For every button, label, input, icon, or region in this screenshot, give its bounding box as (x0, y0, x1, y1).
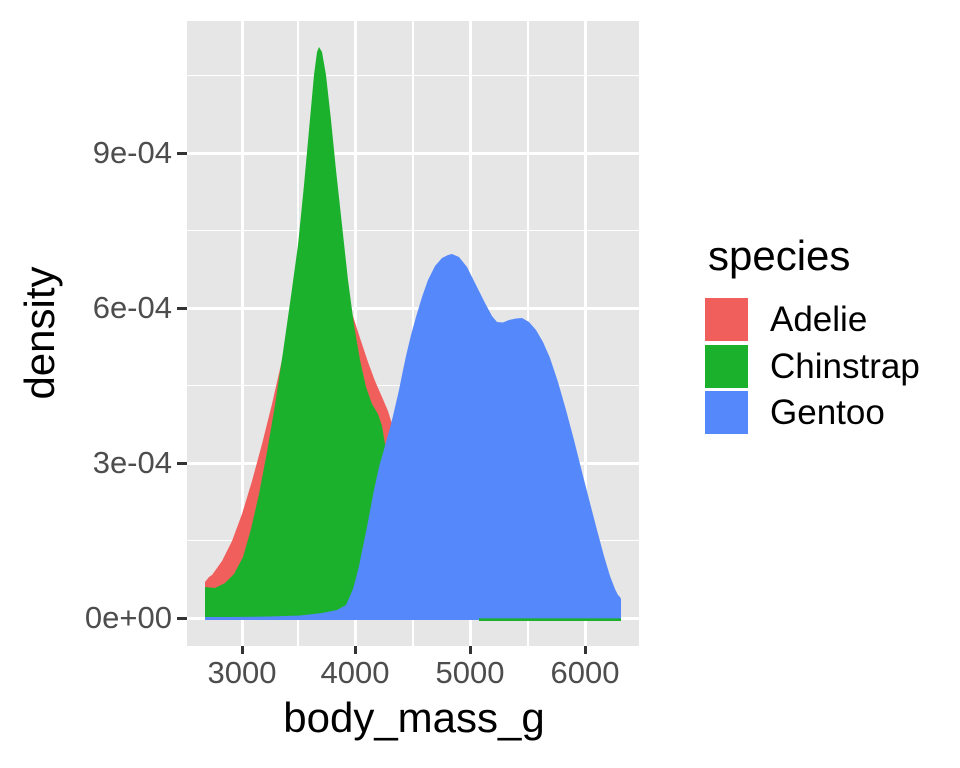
y-tick-mark (177, 461, 187, 465)
x-tick-label: 3000 (207, 655, 277, 690)
legend-swatch-chinstrap (705, 344, 748, 388)
plot-panel (187, 21, 641, 646)
gridline-major-h (187, 151, 641, 155)
gridline-minor-h (187, 229, 641, 232)
x-tick-label: 6000 (550, 655, 620, 690)
x-tick-mark (468, 646, 472, 654)
y-tick-label: 0e+00 (84, 600, 172, 635)
y-tick-label: 9e-04 (92, 135, 172, 170)
x-tick-mark (583, 646, 587, 654)
legend-label: Gentoo (770, 393, 885, 432)
legend-entry-chinstrap: Chinstrap (705, 344, 920, 388)
gridline-major-v (240, 21, 244, 646)
y-tick-mark (177, 306, 187, 310)
legend-entry-gentoo: Gentoo (705, 391, 920, 434)
legend-swatch-adelie (705, 298, 748, 341)
y-axis-title: density (16, 266, 63, 400)
legend-label: Chinstrap (770, 346, 920, 386)
x-axis-title: body_mass_g (283, 694, 545, 741)
density-baseline-chinstrap-tail (479, 618, 621, 621)
y-tick-mark (177, 616, 187, 620)
gridline-minor-h (187, 74, 641, 77)
legend-title: species (708, 232, 851, 279)
x-tick-label: 4000 (320, 655, 390, 690)
density-area-gentoo (205, 254, 621, 620)
legend: species Adelie Chinstrap Gentoo (705, 232, 920, 438)
legend-label: Adelie (770, 300, 868, 339)
y-tick-label: 3e-04 (92, 445, 172, 480)
gridline-major-h (187, 306, 641, 310)
gridline-major-v (583, 21, 587, 646)
x-tick-mark (353, 646, 357, 654)
x-tick-mark (240, 646, 244, 654)
density-area-chinstrap (205, 47, 470, 618)
legend-swatch-gentoo (705, 391, 748, 434)
density-curves (205, 47, 621, 621)
y-tick-label: 6e-04 (92, 290, 172, 325)
x-tick-label: 5000 (435, 655, 505, 690)
y-tick-mark (177, 151, 187, 155)
gridline-minor-v (639, 21, 641, 646)
legend-entry-adelie: Adelie (705, 298, 920, 341)
